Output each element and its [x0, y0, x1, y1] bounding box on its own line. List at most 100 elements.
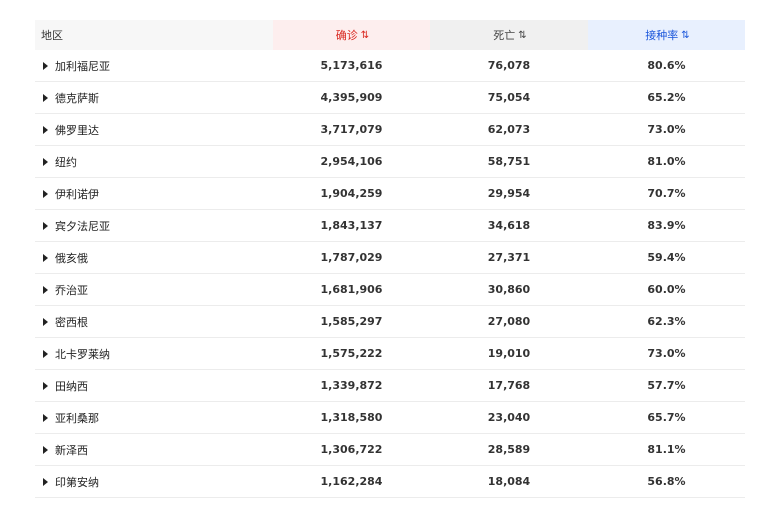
deaths-cell: 18,084	[487, 475, 531, 488]
table-row[interactable]: 亚利桑那 1,318,580 23,040 65.7%	[35, 402, 745, 434]
table-header: 地区 确诊 ⇅ 死亡 ⇅ 接种率 ⇅	[35, 20, 745, 50]
region-name: 亚利桑那	[55, 411, 99, 425]
caret-right-icon[interactable]	[43, 285, 48, 294]
caret-right-icon[interactable]	[43, 221, 48, 230]
caret-right-icon[interactable]	[43, 61, 48, 70]
region-cell: 俄亥俄	[35, 250, 273, 266]
header-vaccination-label: 接种率	[645, 29, 679, 42]
caret-right-icon[interactable]	[43, 381, 48, 390]
region-cell: 加利福尼亚	[35, 58, 273, 74]
caret-right-icon[interactable]	[43, 189, 48, 198]
region-cell: 佛罗里达	[35, 122, 273, 138]
region-cell: 北卡罗莱纳	[35, 346, 273, 362]
table-row[interactable]: 乔治亚 1,681,906 30,860 60.0%	[35, 274, 745, 306]
header-region: 地区	[35, 20, 273, 50]
vaccination-rate-cell: 60.0%	[647, 283, 686, 296]
caret-right-icon[interactable]	[43, 125, 48, 134]
table-row[interactable]: 伊利诺伊 1,904,259 29,954 70.7%	[35, 178, 745, 210]
region-cell: 田纳西	[35, 378, 273, 394]
region-name: 印第安纳	[55, 475, 99, 489]
deaths-cell: 17,768	[487, 379, 531, 392]
table-row[interactable]: 宾夕法尼亚 1,843,137 34,618 83.9%	[35, 210, 745, 242]
confirmed-cell: 1,318,580	[320, 411, 383, 424]
deaths-cell: 19,010	[487, 347, 531, 360]
caret-right-icon[interactable]	[43, 317, 48, 326]
table-row[interactable]: 佛罗里达 3,717,079 62,073 73.0%	[35, 114, 745, 146]
vaccination-rate-cell: 65.2%	[647, 91, 686, 104]
caret-right-icon[interactable]	[43, 445, 48, 454]
confirmed-cell: 1,681,906	[320, 283, 383, 296]
deaths-cell: 62,073	[487, 123, 531, 136]
confirmed-cell: 1,585,297	[320, 315, 383, 328]
table-row[interactable]: 北卡罗莱纳 1,575,222 19,010 73.0%	[35, 338, 745, 370]
caret-right-icon[interactable]	[43, 253, 48, 262]
deaths-cell: 34,618	[487, 219, 531, 232]
region-name: 伊利诺伊	[55, 187, 99, 201]
caret-right-icon[interactable]	[43, 477, 48, 486]
region-cell: 密西根	[35, 314, 273, 330]
table-row[interactable]: 田纳西 1,339,872 17,768 57.7%	[35, 370, 745, 402]
region-name: 密西根	[55, 315, 88, 329]
deaths-cell: 28,589	[487, 443, 531, 456]
sort-icon: ⇅	[518, 29, 527, 41]
region-name: 纽约	[55, 155, 77, 169]
region-cell: 乔治亚	[35, 282, 273, 298]
vaccination-rate-cell: 81.0%	[647, 155, 686, 168]
deaths-cell: 27,371	[487, 251, 531, 264]
header-vaccination-sort-button[interactable]: 接种率 ⇅	[588, 20, 745, 50]
region-name: 新泽西	[55, 443, 88, 457]
region-name: 佛罗里达	[55, 123, 99, 137]
vaccination-rate-cell: 56.8%	[647, 475, 686, 488]
confirmed-cell: 1,339,872	[320, 379, 383, 392]
region-name: 俄亥俄	[55, 251, 88, 265]
region-cell: 伊利诺伊	[35, 186, 273, 202]
region-name: 宾夕法尼亚	[55, 219, 110, 233]
table-body: 加利福尼亚 5,173,616 76,078 80.6% 德克萨斯 4,395,…	[35, 50, 745, 498]
confirmed-cell: 1,787,029	[320, 251, 383, 264]
vaccination-rate-cell: 83.9%	[647, 219, 686, 232]
deaths-cell: 27,080	[487, 315, 531, 328]
confirmed-cell: 1,843,137	[320, 219, 383, 232]
header-region-label: 地区	[41, 29, 63, 42]
deaths-cell: 23,040	[487, 411, 531, 424]
header-confirmed-label: 确诊	[335, 29, 358, 42]
deaths-cell: 30,860	[487, 283, 531, 296]
confirmed-cell: 1,162,284	[320, 475, 383, 488]
region-name: 加利福尼亚	[55, 59, 110, 73]
vaccination-rate-cell: 81.1%	[647, 443, 686, 456]
header-deaths-sort-button[interactable]: 死亡 ⇅	[430, 20, 588, 50]
caret-right-icon[interactable]	[43, 413, 48, 422]
vaccination-rate-cell: 73.0%	[647, 347, 686, 360]
table-row[interactable]: 纽约 2,954,106 58,751 81.0%	[35, 146, 745, 178]
caret-right-icon[interactable]	[43, 349, 48, 358]
deaths-cell: 29,954	[487, 187, 531, 200]
table-row[interactable]: 俄亥俄 1,787,029 27,371 59.4%	[35, 242, 745, 274]
region-name: 北卡罗莱纳	[55, 347, 110, 361]
sort-icon: ⇅	[360, 29, 370, 41]
caret-right-icon[interactable]	[43, 157, 48, 166]
table-row[interactable]: 密西根 1,585,297 27,080 62.3%	[35, 306, 745, 338]
deaths-cell: 76,078	[487, 59, 531, 72]
region-name: 乔治亚	[55, 283, 88, 297]
sort-icon: ⇅	[681, 29, 690, 41]
confirmed-cell: 3,717,079	[320, 123, 383, 136]
region-cell: 德克萨斯	[35, 90, 273, 106]
region-cell: 纽约	[35, 154, 273, 170]
header-deaths-label: 死亡	[493, 29, 516, 42]
header-confirmed-sort-button[interactable]: 确诊 ⇅	[273, 20, 430, 50]
region-cell: 亚利桑那	[35, 410, 273, 426]
deaths-cell: 58,751	[487, 155, 531, 168]
table-row[interactable]: 新泽西 1,306,722 28,589 81.1%	[35, 434, 745, 466]
vaccination-rate-cell: 62.3%	[647, 315, 686, 328]
caret-right-icon[interactable]	[43, 93, 48, 102]
region-cell: 印第安纳	[35, 474, 273, 490]
deaths-cell: 75,054	[487, 91, 531, 104]
table-row[interactable]: 加利福尼亚 5,173,616 76,078 80.6%	[35, 50, 745, 82]
vaccination-rate-cell: 80.6%	[647, 59, 686, 72]
table-row[interactable]: 德克萨斯 4,395,909 75,054 65.2%	[35, 82, 745, 114]
confirmed-cell: 5,173,616	[320, 59, 383, 72]
confirmed-cell: 2,954,106	[320, 155, 383, 168]
table-row[interactable]: 印第安纳 1,162,284 18,084 56.8%	[35, 466, 745, 498]
vaccination-rate-cell: 57.7%	[647, 379, 686, 392]
confirmed-cell: 1,306,722	[320, 443, 383, 456]
